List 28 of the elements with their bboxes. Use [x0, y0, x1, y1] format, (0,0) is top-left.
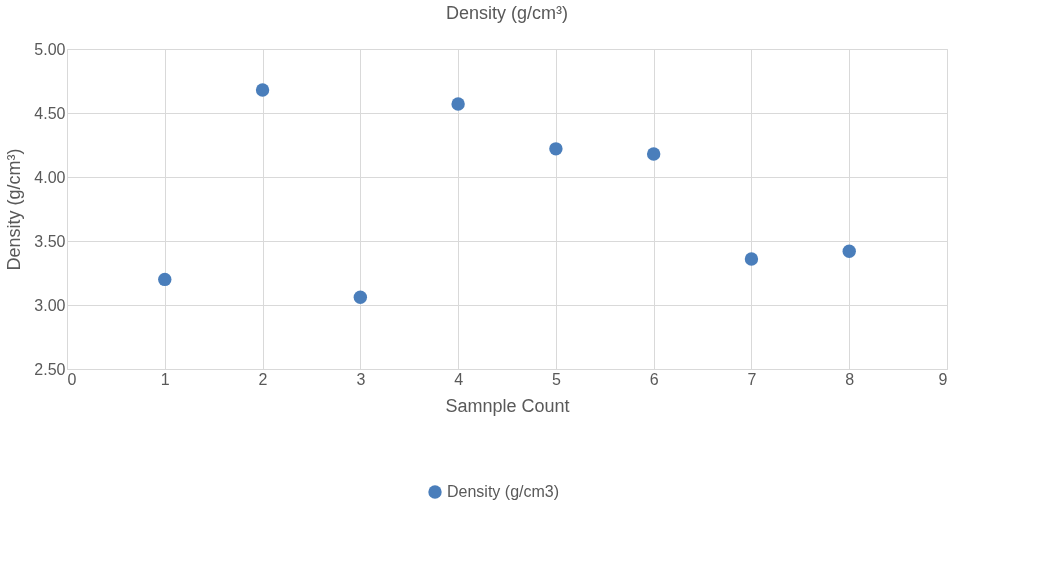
x-tick-label: 5: [551, 370, 561, 388]
x-tick-label: 9: [938, 370, 948, 388]
y-tick-label: 2.50: [34, 360, 66, 378]
x-tick-label: 7: [747, 370, 757, 388]
y-tick-label: 3.50: [34, 232, 66, 250]
x-tick-label: 0: [67, 370, 77, 388]
point: [451, 97, 465, 111]
point: [842, 244, 856, 258]
x-tick-label: 2: [258, 370, 268, 388]
point: [549, 142, 563, 156]
chart-title: Density (g/cm³): [445, 3, 569, 23]
x-axis-title: Samnple Count: [445, 395, 570, 416]
x-tick-label: 6: [649, 370, 659, 388]
point: [353, 290, 368, 305]
point: [744, 252, 759, 266]
point: [646, 147, 661, 161]
x-tick-label: 8: [845, 370, 855, 388]
y-axis-title: Density (g/cm³): [4, 148, 25, 271]
legend-label: Density (g/cm3): [447, 483, 560, 500]
x-tick-label: 1: [160, 370, 170, 388]
y-tick-label: 5.00: [34, 40, 66, 58]
y-tick-label: 3.00: [34, 296, 66, 314]
y-tick-label: 4.00: [34, 168, 66, 186]
point: [255, 83, 270, 97]
x-tick-label: 4: [454, 370, 464, 388]
x-tick-label: 3: [356, 370, 366, 388]
point: [158, 272, 172, 287]
y-tick-label: 4.50: [34, 104, 66, 122]
